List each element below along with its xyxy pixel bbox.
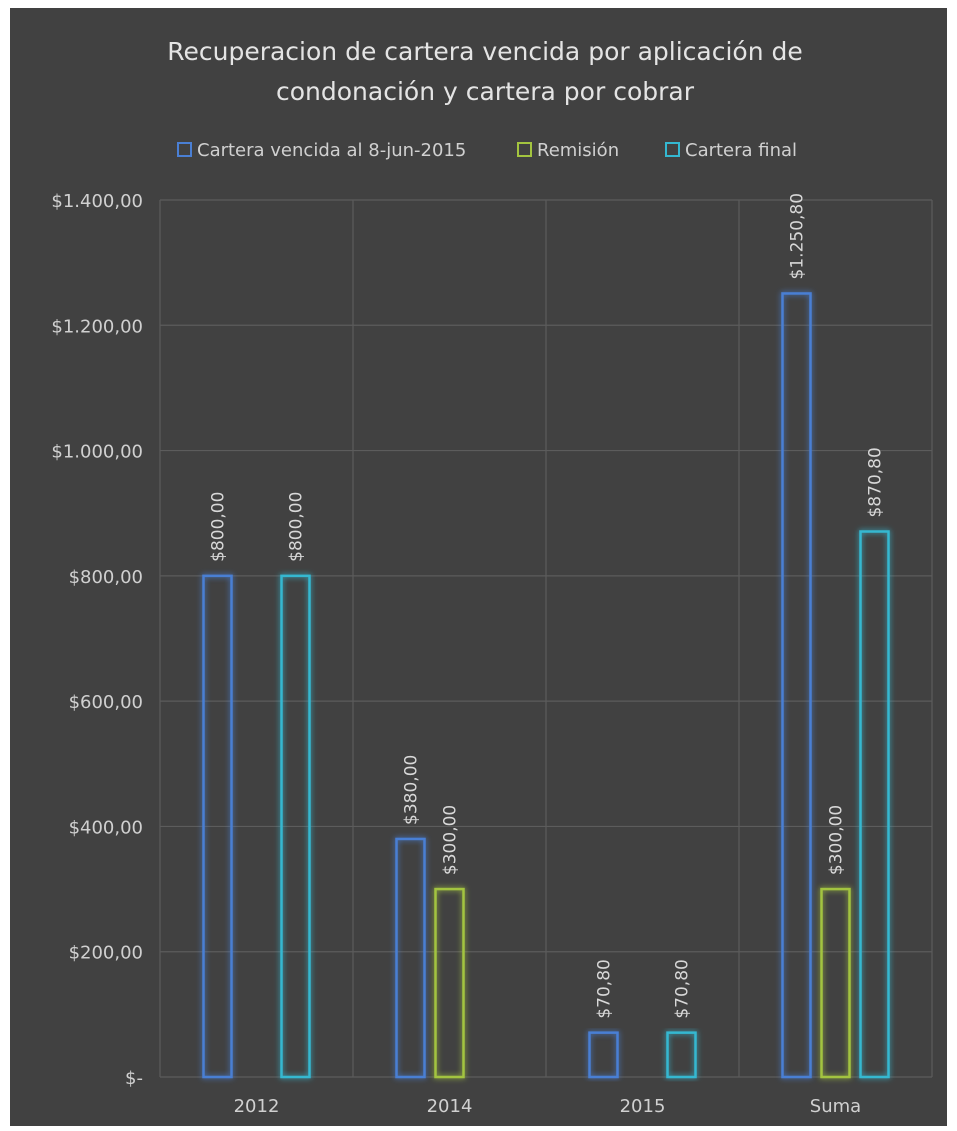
legend-swatch (665, 142, 680, 157)
x-tick-label: 2015 (620, 1096, 666, 1117)
data-label: $1.250,80 (788, 193, 808, 280)
chart-background (10, 8, 947, 1126)
y-tick-label: $- (125, 1068, 143, 1089)
bar (395, 837, 426, 1079)
y-axis: $- $200,00 $400,00 $600,00 $800,00 $1.000,00 $… (51, 191, 143, 1089)
legend-swatch (517, 142, 532, 157)
legend-swatch (177, 142, 192, 157)
data-label: $870,80 (866, 447, 886, 517)
data-label: $800,00 (287, 492, 307, 562)
chart-title-line-1: Recuperacion de cartera vencida por apli… (167, 37, 803, 66)
legend: Cartera vencida al 8-jun-2015 Remisión Car… (177, 140, 797, 161)
data-label: $70,80 (595, 959, 615, 1018)
y-tick-label: $1.000,00 (51, 442, 143, 463)
x-axis: 2012 2014 2015 Suma (234, 1096, 862, 1117)
y-tick-label: $800,00 (69, 567, 143, 588)
y-tick-label: $400,00 (69, 817, 143, 838)
data-label: $800,00 (209, 492, 229, 562)
bar (280, 574, 311, 1079)
chart-title-line-2: condonación y cartera por cobrar (276, 77, 695, 106)
y-tick-label: $600,00 (69, 692, 143, 713)
bar (781, 292, 812, 1079)
data-labels: $800,00 $800,00 $380,00 $300,00 $70,80 $70,80… (209, 193, 886, 1019)
bar (202, 574, 233, 1079)
gridlines (159, 199, 933, 1078)
bar (820, 887, 851, 1079)
data-label: $380,00 (402, 755, 422, 825)
bars (202, 292, 890, 1079)
bar (588, 1031, 619, 1079)
data-label: $70,80 (673, 959, 693, 1018)
bar (859, 530, 890, 1079)
legend-label: Remisión (537, 140, 619, 161)
x-tick-label: Suma (810, 1096, 861, 1117)
y-tick-label: $1.200,00 (51, 316, 143, 337)
legend-label: Cartera final (685, 140, 797, 161)
x-tick-label: 2014 (427, 1096, 473, 1117)
data-label: $300,00 (441, 805, 461, 875)
data-label: $300,00 (827, 805, 847, 875)
legend-label: Cartera vencida al 8-jun-2015 (197, 140, 466, 161)
y-tick-label: $1.400,00 (51, 191, 143, 212)
y-tick-label: $200,00 (69, 943, 143, 964)
bar (666, 1031, 697, 1079)
bar (434, 887, 465, 1079)
x-tick-label: 2012 (234, 1096, 280, 1117)
